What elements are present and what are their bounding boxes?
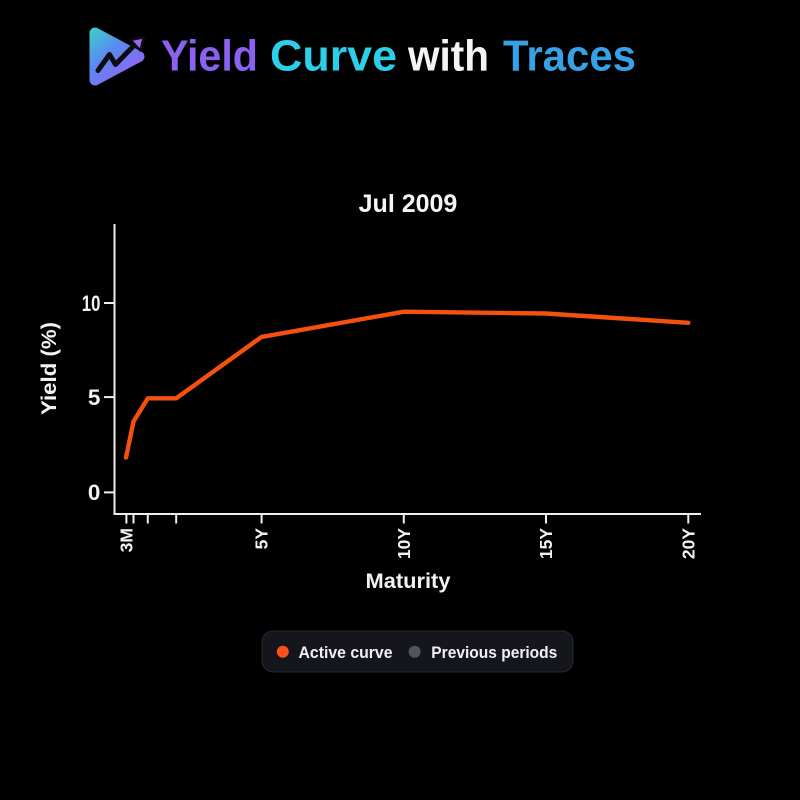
- svg-text:5: 5: [88, 385, 101, 410]
- svg-text:Yield: Yield: [161, 32, 258, 81]
- svg-text:Previous periods: Previous periods: [431, 643, 557, 662]
- svg-text:0: 0: [88, 480, 101, 505]
- svg-text:Yield (%): Yield (%): [37, 322, 61, 415]
- svg-text:5Y: 5Y: [252, 528, 272, 550]
- svg-text:Curve: Curve: [270, 32, 397, 81]
- svg-text:with: with: [407, 32, 489, 81]
- svg-text:Maturity: Maturity: [366, 570, 451, 593]
- svg-text:20Y: 20Y: [678, 528, 698, 559]
- svg-text:10: 10: [82, 291, 101, 316]
- svg-text:Traces: Traces: [503, 32, 636, 81]
- svg-text:15Y: 15Y: [536, 528, 556, 559]
- svg-text:3M: 3M: [117, 528, 137, 552]
- svg-text:10Y: 10Y: [394, 528, 414, 559]
- svg-text:Active curve: Active curve: [299, 643, 393, 662]
- svg-text:Jul 2009: Jul 2009: [359, 190, 458, 218]
